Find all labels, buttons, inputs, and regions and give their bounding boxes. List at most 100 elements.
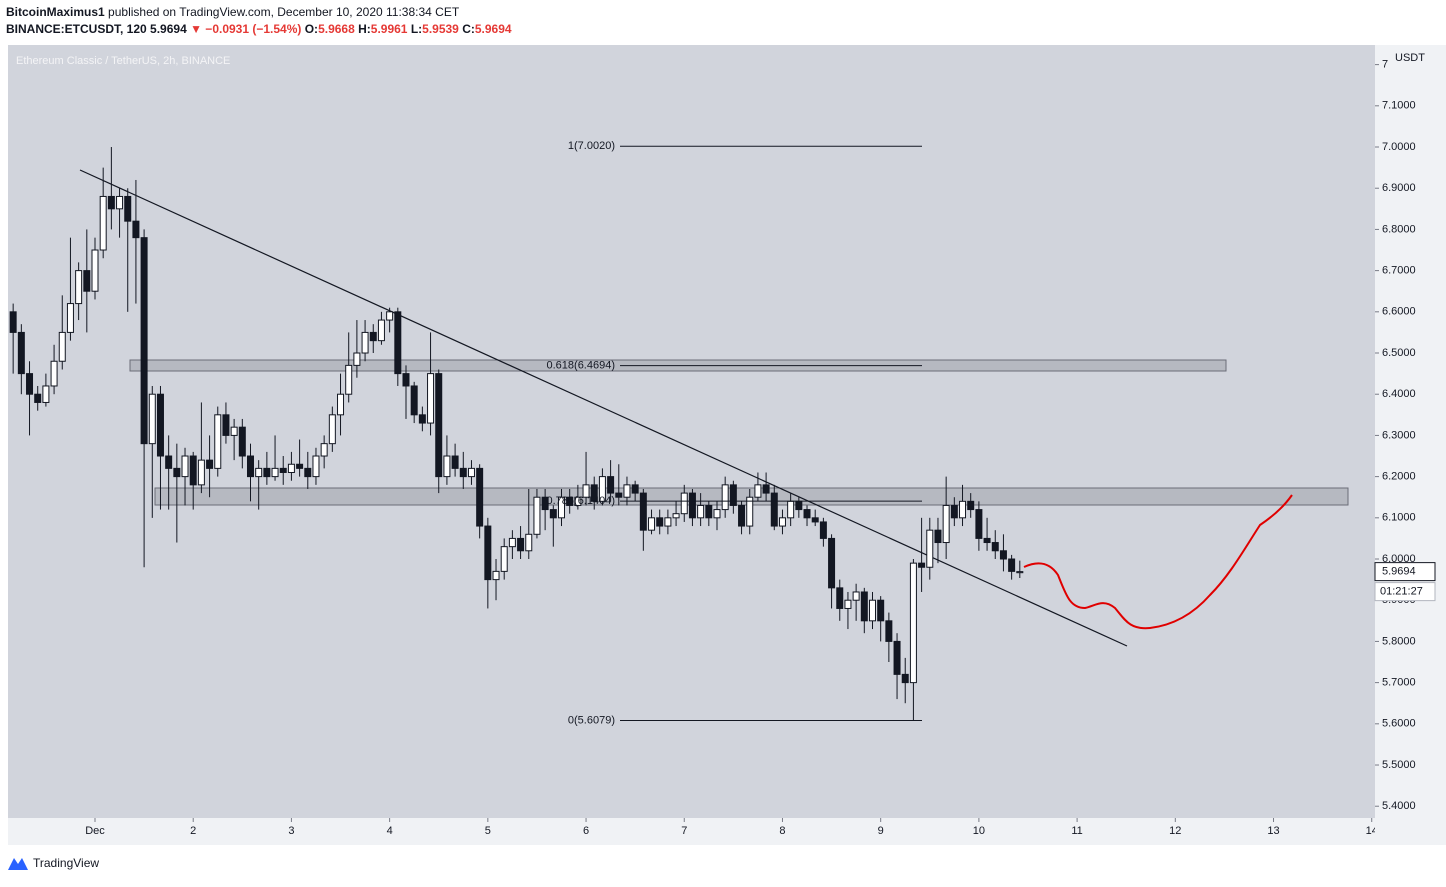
candle-body	[255, 467, 263, 478]
candle-body	[9, 311, 17, 333]
candle-body	[811, 517, 819, 523]
o-label: O:	[305, 22, 318, 36]
candle-body	[328, 414, 336, 445]
y-tick-label: 7.0000	[1382, 141, 1416, 153]
y-tick-label: 6.7000	[1382, 265, 1416, 277]
candle-body	[1008, 558, 1016, 572]
candle-body	[296, 463, 304, 469]
x-tick-label: 2	[190, 825, 196, 837]
y-tick-label: 6.1000	[1382, 512, 1416, 524]
candle-body	[754, 484, 762, 498]
x-tick-label: 6	[583, 825, 589, 837]
last-price-box	[1374, 562, 1436, 582]
candle-body	[541, 496, 549, 511]
h-label: H:	[358, 22, 371, 36]
candle-body	[877, 599, 885, 622]
y-tick-label: 6.6000	[1382, 306, 1416, 318]
y-tick-label: 5.5000	[1382, 759, 1416, 771]
candle-body	[26, 373, 34, 395]
candle-body	[656, 517, 664, 527]
candle-body	[713, 509, 721, 519]
candle-body	[345, 364, 353, 395]
symbol: BINANCE:ETCUSDT, 120	[6, 22, 147, 36]
candle-body	[369, 331, 377, 342]
x-tick-label: 4	[387, 825, 393, 837]
y-tick-label: 6.4000	[1382, 388, 1416, 400]
y-tick-label: 7	[1382, 59, 1388, 71]
l-label: L:	[411, 22, 422, 36]
l-value: 5.9539	[422, 22, 459, 36]
y-tick-label: 6.8000	[1382, 223, 1416, 235]
candle-body	[770, 492, 778, 527]
candle-body	[574, 496, 582, 506]
candle-body	[893, 640, 901, 675]
candle-body	[173, 467, 181, 478]
candle-body	[427, 373, 435, 424]
candle-body	[975, 509, 983, 539]
published: published on TradingView.com, December 1…	[108, 5, 460, 19]
candle-body	[124, 195, 132, 222]
candle-body	[868, 599, 876, 622]
x-tick-label: 14	[1366, 825, 1378, 837]
brand: TradingView	[33, 856, 99, 870]
candle-body	[418, 414, 426, 424]
candle-body	[320, 443, 328, 457]
change: ▼ −0.0931 (−1.54%)	[190, 22, 301, 36]
candle-body	[410, 385, 418, 416]
candle-body	[279, 467, 287, 473]
candle-body	[549, 509, 557, 519]
candle-body	[500, 546, 508, 572]
candle-body	[99, 195, 107, 251]
candle-body	[197, 459, 205, 486]
candle-body	[648, 517, 656, 531]
header-line-2: BINANCE:ETCUSDT, 120 5.9694 ▼ −0.0931 (−…	[6, 22, 512, 36]
candle-body	[607, 476, 615, 494]
candle-body	[639, 492, 647, 531]
c-value: 5.9694	[475, 22, 512, 36]
candle-body	[983, 537, 991, 544]
candle-body	[828, 537, 836, 589]
candle-body	[230, 426, 238, 436]
y-tick-label: 5.6000	[1382, 718, 1416, 730]
candle-body	[132, 220, 140, 239]
candle-body	[615, 492, 623, 498]
candle-body	[508, 537, 516, 548]
x-tick-label: 7	[681, 825, 687, 837]
candle-body	[246, 455, 254, 478]
candle-body	[795, 500, 803, 511]
candle-body	[557, 496, 565, 519]
candle-body	[484, 525, 492, 581]
header: BitcoinMaximus1 published on TradingView…	[6, 5, 512, 36]
axes: 5.40005.50005.60005.70005.80005.90006.00…	[85, 59, 1436, 837]
countdown: 01:21:27	[1380, 586, 1423, 598]
candle-body	[991, 542, 999, 552]
candle-body	[156, 393, 164, 457]
candle-body	[819, 521, 827, 539]
x-tick-label: 13	[1267, 825, 1279, 837]
candle-body	[590, 484, 598, 502]
candle-body	[50, 360, 58, 387]
fib-label: 0.618(6.4694)	[547, 360, 616, 372]
time-axis-panel	[8, 818, 1375, 845]
candle-body	[222, 414, 230, 436]
candle-body	[999, 550, 1007, 560]
countdown-box	[1374, 582, 1436, 602]
candle-body	[631, 484, 639, 494]
candle-body	[214, 414, 222, 469]
price-axis-panel	[1375, 45, 1446, 845]
candle-body	[746, 496, 754, 527]
candle-body	[680, 492, 688, 515]
x-tick-label: 3	[288, 825, 294, 837]
candle-body	[844, 599, 852, 609]
series-layer: 1(7.0020) 0.618(6.4694) 0.786(6.1404) 0(5.6…	[9, 140, 1024, 726]
candle-body	[181, 455, 189, 478]
candle-body	[901, 673, 909, 684]
x-tick-label: 12	[1169, 825, 1181, 837]
candle-body	[34, 393, 42, 403]
candle-body	[140, 237, 148, 445]
candle-body	[787, 500, 795, 519]
candle-body	[598, 476, 606, 502]
candle-body	[476, 467, 484, 527]
candle-body	[738, 504, 746, 527]
